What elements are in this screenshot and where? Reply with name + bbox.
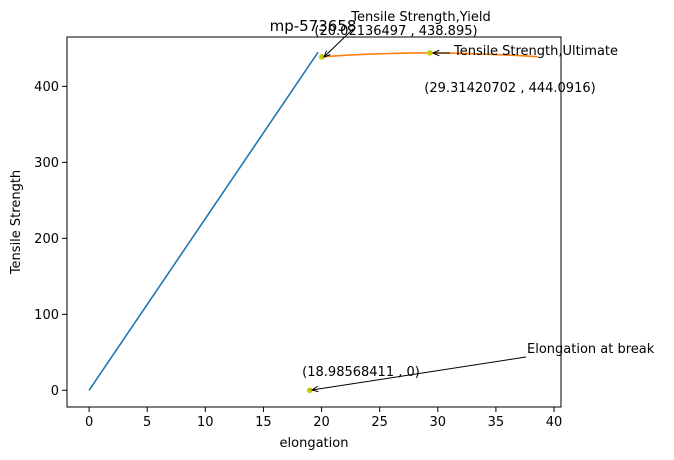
x-axis-label: elongation [280, 436, 349, 451]
x-tick-label: 0 [85, 415, 93, 430]
break-annotation-arrow [312, 356, 527, 390]
plot-frame [66, 36, 562, 408]
elastic-series-line [88, 51, 319, 391]
y-axis-label: Tensile Strength [9, 170, 24, 275]
break-value-label: (18.98568411 , 0) [302, 365, 420, 380]
yield-value-label: (20.02136497 , 438.895) [314, 24, 477, 39]
y-tick-label: 200 [34, 232, 59, 247]
x-tick-label: 30 [430, 415, 447, 430]
annotated-point-marker [306, 387, 313, 394]
yield-annotation-label: Tensile Strength,Yield [350, 10, 490, 25]
ultimate-value-label: (29.31420702 , 444.0916) [424, 81, 595, 96]
y-axis-ticks: 0 100 200 300 400 [34, 80, 67, 399]
plot-area [66, 36, 562, 408]
series-layer [88, 51, 538, 391]
annotated-point-marker [319, 54, 325, 60]
x-tick-label: 10 [197, 415, 214, 430]
y-tick-label: 300 [34, 156, 59, 171]
x-tick-label: 25 [371, 415, 388, 430]
x-tick-label: 15 [255, 415, 272, 430]
x-axis-ticks: 0 5 10 15 20 25 30 35 40 [85, 407, 562, 430]
x-tick-label: 5 [143, 415, 151, 430]
ultimate-annotation-label: Tensile Strength,Ultimate [453, 44, 618, 59]
break-annotation-label: Elongation at break [527, 342, 655, 357]
x-tick-label: 35 [488, 415, 505, 430]
annotation-arrows [312, 28, 527, 390]
y-tick-label: 0 [51, 384, 59, 399]
annotated-point-marker [427, 50, 433, 56]
x-tick-label: 20 [313, 415, 330, 430]
yield-annotation-arrow [324, 28, 354, 57]
y-tick-label: 100 [34, 308, 59, 323]
chart-title: mp-573658 [270, 17, 357, 35]
marker-layer [306, 50, 433, 394]
y-tick-label: 400 [34, 80, 59, 95]
x-tick-label: 40 [546, 415, 563, 430]
